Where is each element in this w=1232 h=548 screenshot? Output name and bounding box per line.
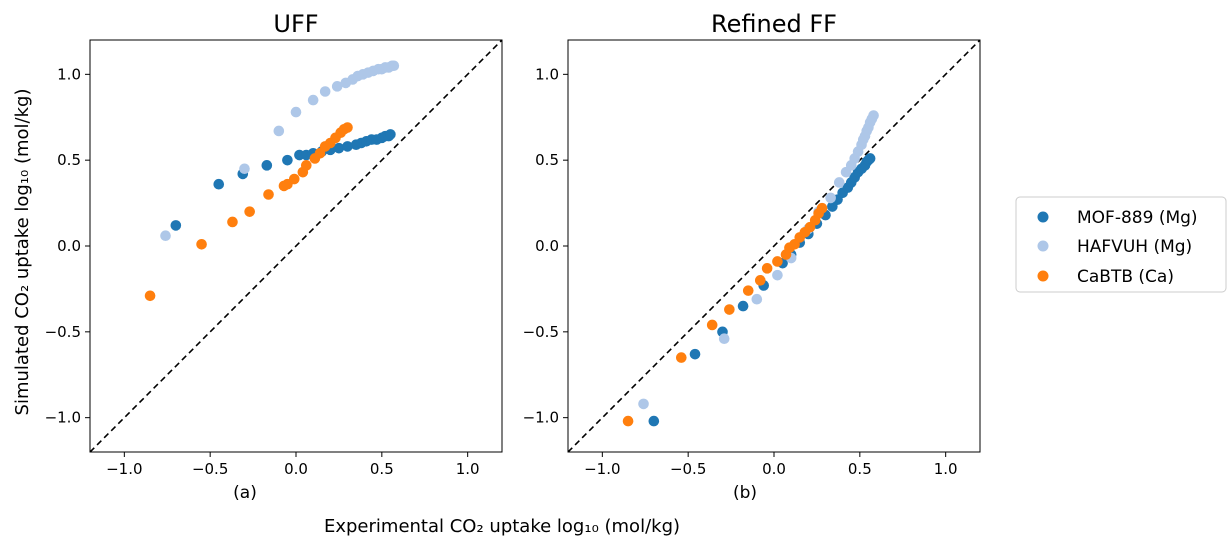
data-point (144, 290, 156, 302)
plot-marks (90, 40, 502, 452)
x-tick-label: 0.0 (284, 460, 308, 478)
data-point (638, 398, 649, 410)
data-point (868, 110, 879, 121)
data-point (160, 230, 171, 241)
x-axis-label: Experimental CO₂ uptake log₁₀ (mol/kg) (324, 516, 680, 537)
panel-sublabel: (a) (233, 483, 257, 503)
data-point (319, 86, 331, 97)
y-tick-label: 0.0 (535, 237, 559, 255)
data-point (290, 106, 302, 118)
axis-ticks: −1.0 −1.0 −0.5 −0.5 0.0 0.0 0.5 0.5 1.0 1.0 (45, 65, 480, 478)
data-point (307, 94, 319, 106)
plot-marks (568, 40, 980, 452)
data-point (282, 154, 293, 166)
data-point (227, 216, 238, 228)
data-point (301, 160, 312, 171)
panel-uff: UFF −1.0 −1.0 −0.5 −0.5 0.0 0.0 0.5 0.5 1.0 1.0 (… (45, 10, 503, 503)
legend-label: MOF-889 (Mg) (1077, 208, 1198, 228)
legend-marker (1037, 240, 1049, 252)
data-point (825, 192, 836, 204)
data-point (261, 160, 273, 171)
data-point (333, 142, 345, 154)
legend-label: CaBTB (Ca) (1077, 267, 1174, 287)
data-point (239, 163, 250, 175)
x-tick-label: 1.0 (456, 460, 480, 478)
panel-sublabel: (b) (733, 483, 757, 503)
panel-title: Refined FF (711, 10, 837, 38)
data-point (273, 125, 285, 137)
x-tick-label: 1.0 (934, 460, 958, 478)
y-tick-label: −1.0 (45, 409, 81, 427)
reference-line (90, 40, 502, 452)
legend-marker (1037, 270, 1049, 282)
data-point (772, 269, 783, 281)
data-point (196, 238, 207, 250)
data-point (689, 348, 701, 360)
data-point (213, 178, 225, 190)
y-tick-label: 1.0 (535, 65, 559, 83)
legend-frame (1015, 196, 1227, 293)
data-point (742, 285, 754, 296)
y-axis-label: Simulated CO₂ uptake log₁₀ (mol/kg) (12, 89, 33, 416)
axis-ticks: −1.0 −1.0 −0.5 −0.5 0.0 0.0 0.5 0.5 1.0 1.0 (523, 65, 958, 478)
data-point (718, 333, 730, 345)
x-tick-label: 0.5 (848, 460, 872, 478)
panel-title: UFF (273, 10, 318, 38)
data-point (833, 177, 845, 188)
x-tick-label: 0.0 (762, 460, 786, 478)
x-tick-label: 0.5 (370, 460, 394, 478)
y-tick-label: 1.0 (57, 65, 81, 83)
data-point (170, 220, 182, 231)
legend-marker (1037, 211, 1049, 223)
data-point (751, 293, 763, 305)
data-point (754, 275, 766, 286)
x-tick-label: −0.5 (670, 460, 706, 478)
data-point (816, 202, 828, 214)
data-point (706, 319, 718, 331)
data-point (676, 352, 687, 363)
data-point (342, 141, 353, 152)
data-point (263, 189, 274, 200)
y-tick-label: 0.5 (57, 151, 81, 169)
x-tick-label: −0.5 (192, 460, 228, 478)
y-tick-label: 0.0 (57, 237, 81, 255)
data-point (385, 129, 396, 140)
y-tick-label: −0.5 (45, 323, 81, 341)
data-point (342, 122, 353, 133)
data-point (864, 153, 876, 164)
data-point (724, 304, 735, 315)
data-point (388, 60, 400, 72)
data-point (761, 263, 773, 274)
data-point (622, 415, 634, 427)
data-point (244, 206, 255, 217)
y-tick-label: 0.5 (535, 151, 559, 169)
x-tick-label: −1.0 (106, 460, 142, 478)
data-point (331, 81, 343, 92)
y-tick-label: −1.0 (523, 409, 559, 427)
data-point (772, 256, 783, 267)
panel-refined-ff: Refined FF −1.0 −1.0 −0.5 −0.5 0.0 0.0 0.5 0.5 1… (523, 10, 981, 503)
data-point (648, 415, 660, 427)
legend-label: HAFVUH (Mg) (1077, 237, 1192, 257)
reference-line (568, 40, 980, 452)
data-point (737, 300, 749, 312)
x-tick-label: −1.0 (584, 460, 620, 478)
y-tick-label: −0.5 (523, 323, 559, 341)
data-point (288, 173, 300, 185)
legend: MOF-889 (Mg) HAFVUH (Mg) CaBTB (Ca) (1015, 196, 1227, 293)
